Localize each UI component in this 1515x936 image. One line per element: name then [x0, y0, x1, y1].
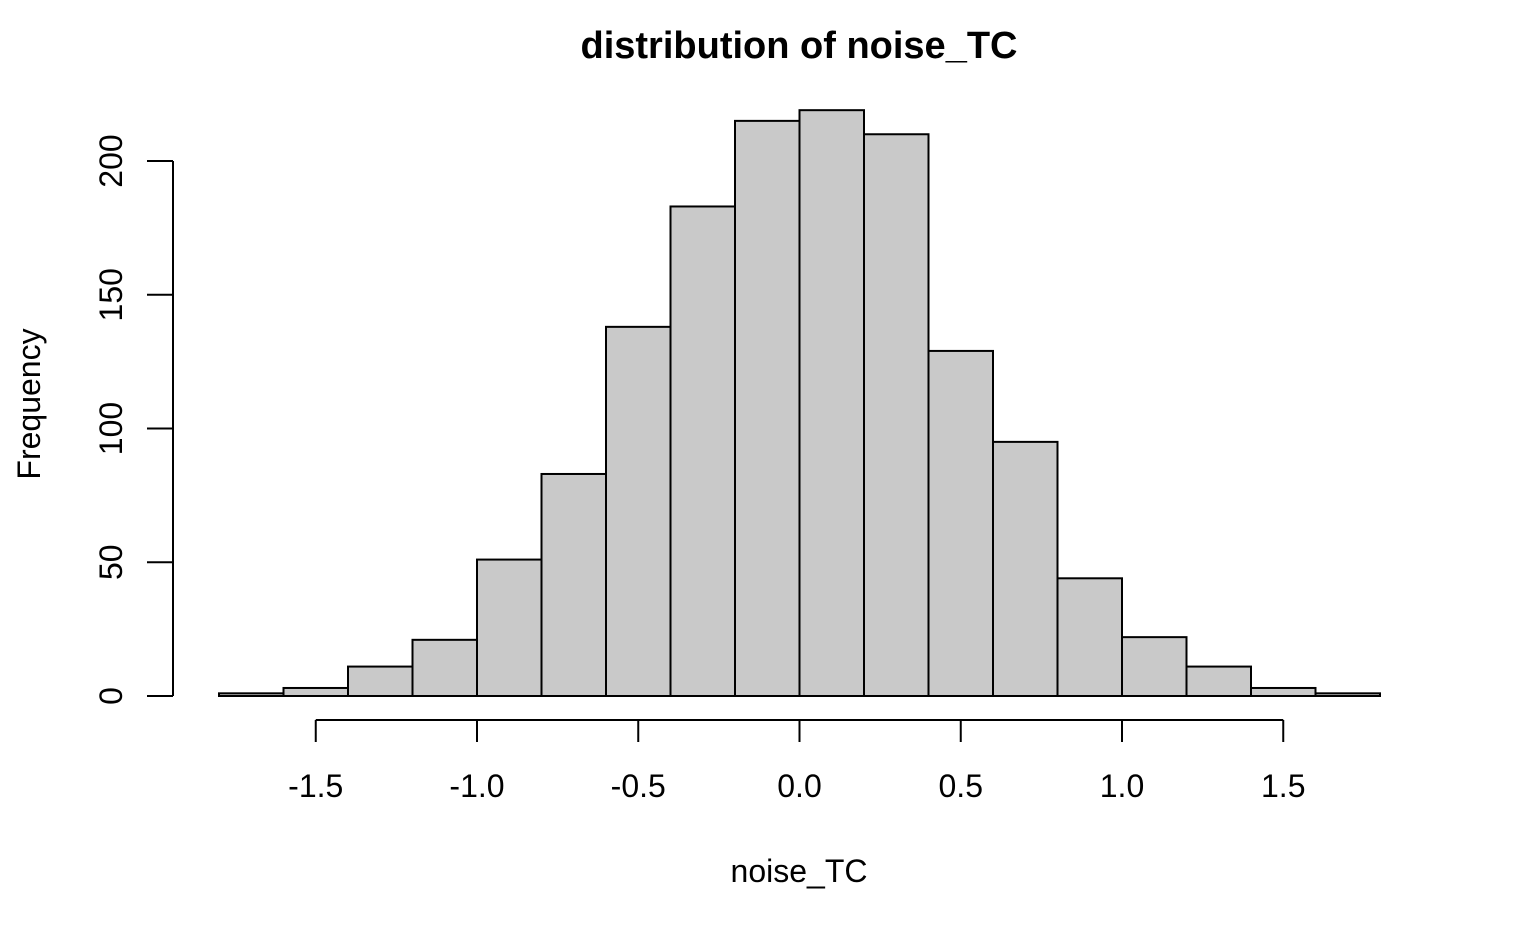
histogram-bar [218, 692, 285, 698]
x-tick-label: 1.0 [1100, 768, 1144, 804]
y-tick-label: 50 [93, 544, 129, 580]
y-tick-label: 100 [93, 402, 129, 455]
x-tick-label: 0.5 [939, 768, 983, 804]
histogram-bar [411, 638, 478, 698]
y-axis-label: Frequency [11, 328, 47, 479]
histogram-bar [734, 119, 801, 697]
y-tick-label: 150 [93, 268, 129, 321]
x-tick-label: 1.5 [1261, 768, 1305, 804]
y-tick-label: 0 [93, 687, 129, 705]
histogram-bar [669, 205, 736, 697]
y-tick-label: 200 [93, 134, 129, 187]
y-axis: 0 50 100 150 200 [93, 134, 174, 705]
histogram-bar [1314, 692, 1381, 698]
histogram-bar [476, 558, 543, 698]
histogram-bar [1056, 577, 1123, 697]
histogram-bar [282, 686, 349, 697]
histogram-bar [798, 109, 865, 698]
histogram-bar [1250, 686, 1317, 697]
x-axis: -1.5 -1.0 -0.5 0.0 0.5 1.0 1.5 [288, 719, 1305, 804]
x-tick-label: -0.5 [611, 768, 666, 804]
histogram-bars [218, 109, 1381, 698]
histogram-bar [1121, 636, 1188, 698]
histogram-bar [927, 349, 994, 697]
histogram-bar [347, 665, 414, 698]
x-axis-label: noise_TC [731, 853, 868, 889]
x-tick-label: -1.5 [288, 768, 343, 804]
histogram-bar [992, 440, 1059, 697]
histogram-bar [540, 472, 607, 697]
x-tick-label: 0.0 [777, 768, 821, 804]
histogram-bar [605, 325, 672, 697]
histogram-bar [863, 133, 930, 697]
x-tick-label: -1.0 [449, 768, 504, 804]
histogram-bar [1185, 665, 1252, 698]
chart-title: distribution of noise_TC [581, 25, 1018, 67]
